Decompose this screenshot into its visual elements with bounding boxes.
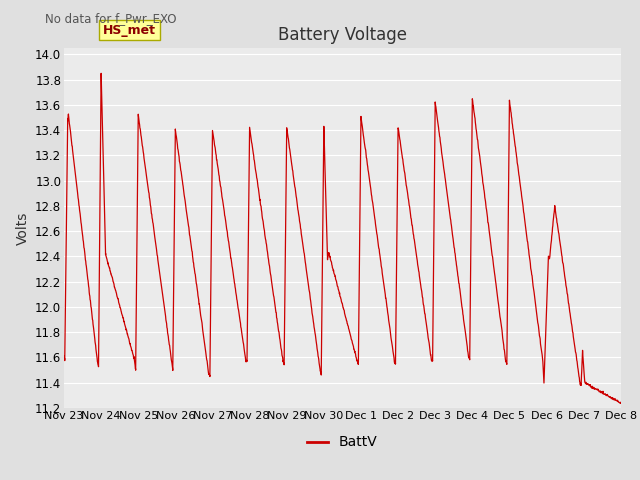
Text: No data for f_Pwr_EXO: No data for f_Pwr_EXO xyxy=(45,12,176,25)
Y-axis label: Volts: Volts xyxy=(15,211,29,245)
Text: HS_met: HS_met xyxy=(103,24,156,36)
Title: Battery Voltage: Battery Voltage xyxy=(278,25,407,44)
Legend: BattV: BattV xyxy=(301,430,383,455)
